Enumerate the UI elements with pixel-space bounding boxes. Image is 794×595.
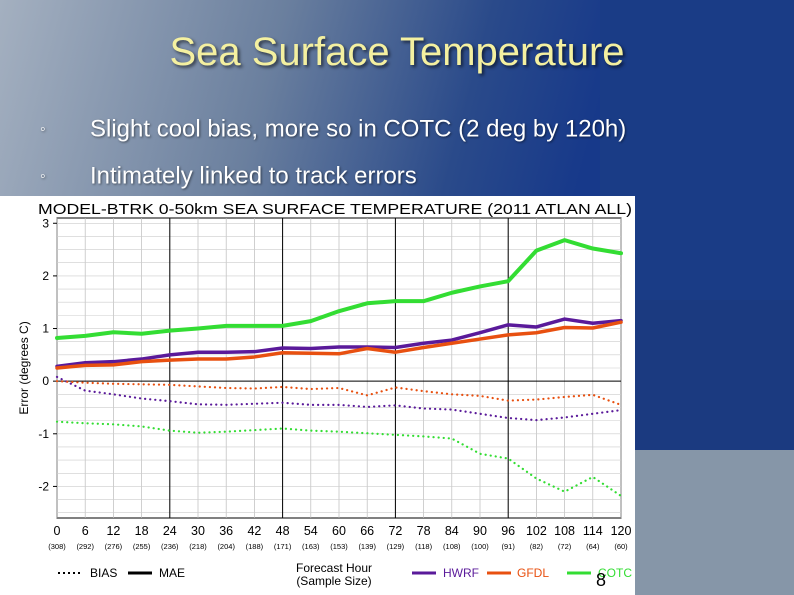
series-line-gfdl-mae xyxy=(55,320,623,370)
x-tick-label: 24 xyxy=(163,524,177,538)
sample-size-label: (255) xyxy=(133,542,151,551)
sample-size-label: (129) xyxy=(387,542,405,551)
y-tick-label: 1 xyxy=(42,322,49,336)
bullet-text: Slight cool bias, more so in COTC (2 deg… xyxy=(90,115,627,143)
x-tick-label: 72 xyxy=(388,524,402,538)
sample-size-label: (82) xyxy=(530,542,544,551)
x-tick-label: 120 xyxy=(611,524,632,538)
sample-size-label: (236) xyxy=(161,542,179,551)
x-tick-label: 96 xyxy=(501,524,515,538)
y-tick-label: 3 xyxy=(42,216,49,230)
x-tick-label: 60 xyxy=(332,524,346,538)
x-tick-label: 66 xyxy=(360,524,374,538)
bullet-text: Intimately linked to track errors xyxy=(90,162,417,190)
bullet-circle-icon: ◦ xyxy=(40,120,46,138)
chart-title: MODEL-BTRK 0-50km SEA SURFACE TEMPERATUR… xyxy=(38,202,632,218)
y-tick-label: 2 xyxy=(42,269,49,283)
legend-label: BIAS xyxy=(90,566,117,580)
x-tick-label: 36 xyxy=(219,524,233,538)
sample-size-label: (108) xyxy=(443,542,461,551)
x-tick-label: 102 xyxy=(526,524,547,538)
y-tick-label: -1 xyxy=(38,427,49,441)
x-tick-label: 78 xyxy=(417,524,431,538)
sample-size-label: (100) xyxy=(471,542,489,551)
sst-error-chart: MODEL-BTRK 0-50km SEA SURFACE TEMPERATUR… xyxy=(0,196,635,595)
x-tick-label: 114 xyxy=(583,524,603,538)
slide-title: Sea Surface Temperature xyxy=(169,30,625,74)
x-tick-label: 18 xyxy=(135,524,149,538)
sample-size-label: (308) xyxy=(48,542,66,551)
sample-size-label: (118) xyxy=(415,542,432,551)
legend-label: COTC xyxy=(598,566,632,580)
bullet-item: ◦ Intimately linked to track errors xyxy=(40,162,417,191)
sample-size-label: (139) xyxy=(358,542,376,551)
sample-size-label: (218) xyxy=(189,542,207,551)
series-line-gfdl-bias xyxy=(55,380,623,406)
sample-size-label: (60) xyxy=(614,542,628,551)
y-axis-label: Error (degrees C) xyxy=(17,321,31,414)
x-tick-label: 42 xyxy=(247,524,261,538)
x-tick-label: 90 xyxy=(473,524,487,538)
x-axis-sublabel: (Sample Size) xyxy=(296,574,371,588)
bullet-item: ◦ Slight cool bias, more so in COTC (2 de… xyxy=(40,115,626,144)
sample-size-label: (188) xyxy=(246,542,264,551)
sample-size-label: (171) xyxy=(274,542,292,551)
chart-svg: MODEL-BTRK 0-50km SEA SURFACE TEMPERATUR… xyxy=(17,202,632,588)
legend-label: HWRF xyxy=(443,566,479,580)
x-tick-label: 48 xyxy=(276,524,290,538)
bullet-circle-icon: ◦ xyxy=(40,167,46,185)
sample-size-label: (292) xyxy=(76,542,94,551)
series-line-hwrf-mae xyxy=(55,317,623,369)
x-tick-label: 0 xyxy=(54,524,61,538)
x-tick-label: 108 xyxy=(554,524,575,538)
legend-label: GFDL xyxy=(517,566,549,580)
series-line-hwrf-bias xyxy=(55,375,623,422)
x-tick-label: 84 xyxy=(445,524,459,538)
x-tick-label: 12 xyxy=(106,524,120,538)
sample-size-label: (72) xyxy=(558,542,572,551)
x-tick-label: 30 xyxy=(191,524,205,538)
x-tick-label: 54 xyxy=(304,524,318,538)
sample-size-label: (91) xyxy=(502,542,516,551)
series-line-cotc-mae xyxy=(55,238,623,340)
y-tick-label: -2 xyxy=(38,479,49,493)
page-number: 8 xyxy=(596,570,607,590)
sample-size-label: (276) xyxy=(105,542,123,551)
y-tick-label: 0 xyxy=(42,374,49,388)
sample-size-label: (64) xyxy=(586,542,600,551)
sample-size-label: (204) xyxy=(217,542,235,551)
sample-size-label: (163) xyxy=(302,542,320,551)
legend-label: MAE xyxy=(159,566,185,580)
x-tick-label: 6 xyxy=(82,524,89,538)
x-axis-label: Forecast Hour xyxy=(296,561,372,575)
series-line-cotc-bias xyxy=(55,420,623,497)
sample-size-label: (153) xyxy=(330,542,348,551)
